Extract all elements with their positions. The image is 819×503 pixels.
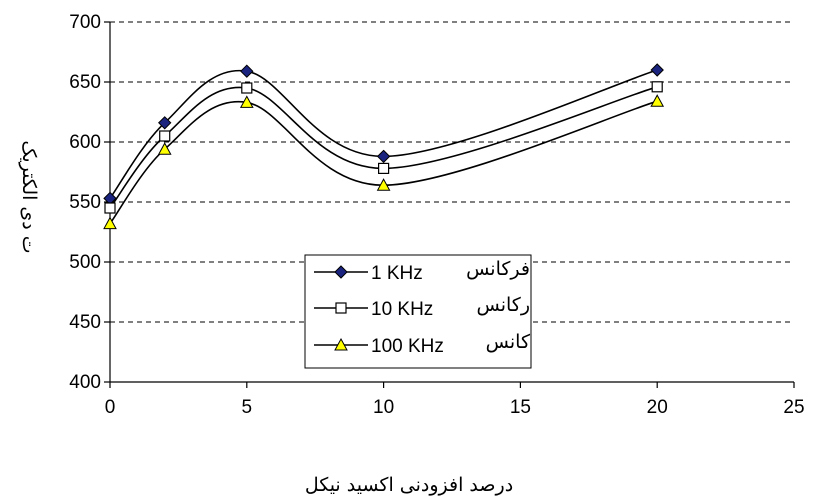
data-point-1-3 — [378, 162, 390, 174]
data-point-2-3 — [376, 178, 391, 191]
series-1 — [104, 81, 663, 214]
data-point-2-2 — [239, 95, 254, 108]
data-point-0-4 — [650, 63, 664, 77]
data-point-2-4 — [650, 94, 665, 107]
legend-items: 1 KHz فرکانس 10 KHz رکانس 100 KHz کانس — [314, 259, 531, 357]
data-point-2-0 — [103, 216, 117, 230]
legend-prefix-2: کانس — [486, 332, 531, 353]
y-axis-title: ت دی الکتریک — [18, 140, 40, 253]
y-tick-label-600: 600 — [69, 132, 101, 153]
legend-prefix-1: رکانس — [476, 295, 530, 316]
data-point-0-2 — [240, 64, 254, 78]
tick-labels: 400 450 500 550 600 650 700 0 5 10 15 20 25 — [69, 12, 804, 418]
series-2 — [103, 94, 665, 230]
series-line-2 — [109, 100, 658, 225]
data-point-1-4 — [651, 81, 663, 93]
data-point-2-1 — [157, 142, 172, 155]
legend-item-2: 100 KHz کانس — [314, 332, 531, 357]
x-tick-label-25: 25 — [783, 397, 804, 418]
data-point-0-1 — [158, 116, 172, 130]
data-point-1-1 — [159, 130, 171, 142]
x-tick-label-10: 10 — [373, 397, 394, 418]
legend-marker-1 — [335, 302, 347, 314]
y-tick-label-700: 700 — [69, 12, 101, 33]
y-tick-label-650: 650 — [69, 72, 101, 93]
legend-item-0: 1 KHz فرکانس — [314, 259, 530, 284]
legend-label-0: 1 KHz — [371, 263, 423, 284]
data-point-1-2 — [241, 82, 253, 94]
data-point-1-0 — [104, 202, 116, 214]
legend-label-2: 100 KHz — [371, 336, 444, 357]
legend-marker-2 — [334, 337, 348, 351]
x-tick-label-5: 5 — [242, 397, 253, 418]
legend-marker-0 — [334, 265, 348, 279]
x-tick-label-0: 0 — [105, 397, 116, 418]
series-0 — [103, 63, 664, 206]
x-axis-title: درصد افزودنی اکسید نیکل — [305, 474, 513, 496]
y-tick-label-550: 550 — [69, 192, 101, 213]
legend-label-1: 10 KHz — [371, 299, 433, 320]
series-line-0 — [109, 69, 658, 199]
data-point-0-3 — [376, 149, 391, 164]
series-line-1 — [109, 86, 658, 209]
y-tick-label-400: 400 — [69, 372, 101, 393]
x-tick-label-20: 20 — [647, 397, 668, 418]
series-group — [103, 63, 665, 230]
legend-prefix-0: فرکانس — [466, 259, 530, 280]
legend-item-1: 10 KHz رکانس — [314, 295, 530, 320]
legend: 1 KHz فرکانس 10 KHz رکانس 100 KHz کانس — [304, 254, 532, 369]
y-tick-label-450: 450 — [69, 312, 101, 333]
x-tick-label-15: 15 — [510, 397, 531, 418]
y-tick-label-500: 500 — [69, 252, 101, 273]
